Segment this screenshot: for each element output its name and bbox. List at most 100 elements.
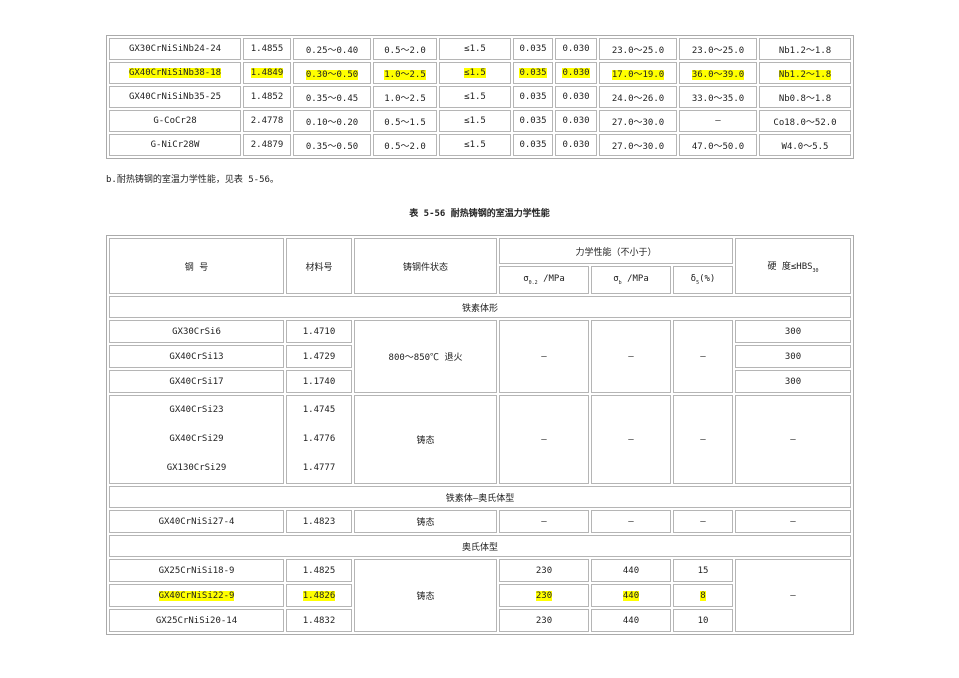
table-cell: GX30CrNiSiNb24-24 — [109, 38, 241, 60]
table-cell: 0.35～0.45 — [293, 86, 371, 108]
table-cell: 36.0～39.0 — [679, 62, 757, 84]
table-cell: 0.30～0.50 — [293, 62, 371, 84]
table-cell: GX40CrNiSiNb38-18 — [109, 62, 241, 84]
mechanical-properties-table: 钢 号 材料号 铸钢件状态 力学性能（不小于） 硬 度≤HBS30 σ0.2 /… — [106, 235, 854, 635]
section-austenitic: 奥氏体型 — [109, 535, 851, 557]
table-cell: 1.0～2.5 — [373, 62, 437, 84]
table-cell: 0.030 — [555, 134, 597, 156]
table-cell: 17.0～19.0 — [599, 62, 677, 84]
material: 1.4832 — [286, 609, 352, 632]
table-cell: 0.25～0.40 — [293, 38, 371, 60]
table-cell: ≤1.5 — [439, 110, 511, 132]
table-cell: 0.5～2.0 — [373, 38, 437, 60]
table-cell: ≤1.5 — [439, 38, 511, 60]
material: 1.4825 — [286, 559, 352, 582]
table-row: G-CoCr28 2.4778 0.10～0.20 0.5～1.5 ≤1.5 0.035 0… — [109, 110, 851, 132]
table-cell: ≤1.5 — [439, 86, 511, 108]
table-cell: 23.0～25.0 — [679, 38, 757, 60]
header-hardness: 硬 度≤HBS30 — [735, 238, 851, 294]
table-cell: 0.030 — [555, 110, 597, 132]
section-ferritic: 铁素体形 — [109, 296, 851, 318]
table-cell: Co18.0～52.0 — [759, 110, 851, 132]
hardness: 300 — [735, 345, 851, 368]
state: 铸态 — [354, 559, 497, 632]
sb: 440 — [591, 584, 671, 607]
table-cell: 24.0～26.0 — [599, 86, 677, 108]
table-cell: Nb0.8～1.8 — [759, 86, 851, 108]
table-cell: 0.035 — [513, 110, 553, 132]
d5: — — [673, 395, 733, 484]
grade: GX40CrNiSi27-4 — [109, 510, 284, 533]
grade: GX40CrSi13 — [109, 345, 284, 368]
s02: 230 — [499, 609, 589, 632]
sb: 440 — [591, 609, 671, 632]
table-cell: 23.0～25.0 — [599, 38, 677, 60]
table-row: GX30CrNiSiNb24-24 1.4855 0.25～0.40 0.5～2.0 ≤… — [109, 38, 851, 60]
header-grade: 钢 号 — [109, 238, 284, 294]
grade: GX40CrNiSi22-9 — [109, 584, 284, 607]
table-title: 表 5-56 耐热铸钢的室温力学性能 — [409, 209, 550, 219]
table-row: GX40CrNiSiNb35-25 1.4852 0.35～0.45 1.0～2.5 ≤… — [109, 86, 851, 108]
table-cell: 0.10～0.20 — [293, 110, 371, 132]
d5: — — [673, 320, 733, 393]
table-cell: 33.0～35.0 — [679, 86, 757, 108]
table-cell: G-CoCr28 — [109, 110, 241, 132]
table-cell: 2.4879 — [243, 134, 291, 156]
hardness: — — [735, 395, 851, 484]
material: 1.4729 — [286, 345, 352, 368]
table-cell: 0.035 — [513, 62, 553, 84]
sb: — — [591, 510, 671, 533]
header-s02: σ0.2 /MPa — [499, 266, 589, 294]
header-sb: σb /MPa — [591, 266, 671, 294]
table-cell: 47.0～50.0 — [679, 134, 757, 156]
table-cell: GX40CrNiSiNb35-25 — [109, 86, 241, 108]
section-duplex: 铁素体—奥氏体型 — [109, 486, 851, 508]
table-cell: 27.0～30.0 — [599, 110, 677, 132]
table-cell: W4.0～5.5 — [759, 134, 851, 156]
s02: — — [499, 510, 589, 533]
state: 铸态 — [354, 395, 497, 484]
sb: — — [591, 395, 671, 484]
table-cell: 27.0～30.0 — [599, 134, 677, 156]
table-cell: — — [679, 110, 757, 132]
state: 铸态 — [354, 510, 497, 533]
table-cell: G-NiCr28W — [109, 134, 241, 156]
s02: 230 — [499, 584, 589, 607]
sb: 440 — [591, 559, 671, 582]
table-cell: 1.0～2.5 — [373, 86, 437, 108]
table-cell: 0.035 — [513, 134, 553, 156]
state: 800～850℃ 退火 — [354, 320, 497, 393]
s02: — — [499, 320, 589, 393]
material: 1.4826 — [286, 584, 352, 607]
table-cell: 1.4852 — [243, 86, 291, 108]
d5: 15 — [673, 559, 733, 582]
header-material: 材料号 — [286, 238, 352, 294]
sb: — — [591, 320, 671, 393]
table-cell: 0.035 — [513, 38, 553, 60]
material: 1.4710 — [286, 320, 352, 343]
table-cell: 0.030 — [555, 38, 597, 60]
hardness: — — [735, 510, 851, 533]
hardness: — — [735, 559, 851, 632]
table-cell: Nb1.2～1.8 — [759, 38, 851, 60]
table-cell: ≤1.5 — [439, 62, 511, 84]
s02: — — [499, 395, 589, 484]
materials-group: 1.4745 1.4776 1.4777 — [286, 395, 352, 484]
table-cell: 1.4855 — [243, 38, 291, 60]
table-cell: 0.5～1.5 — [373, 110, 437, 132]
table-cell: 2.4778 — [243, 110, 291, 132]
material: 1.1740 — [286, 370, 352, 393]
table-cell: 0.030 — [555, 62, 597, 84]
table-cell: 0.5～2.0 — [373, 134, 437, 156]
header-d5: δ5(%) — [673, 266, 733, 294]
d5: 8 — [673, 584, 733, 607]
table-cell: Nb1.2～1.8 — [759, 62, 851, 84]
hardness: 300 — [735, 320, 851, 343]
header-state: 铸钢件状态 — [354, 238, 497, 294]
table-cell: 0.030 — [555, 86, 597, 108]
grade: GX25CrNiSi18-9 — [109, 559, 284, 582]
table-cell: ≤1.5 — [439, 134, 511, 156]
table-cell: 0.35～0.50 — [293, 134, 371, 156]
d5: 10 — [673, 609, 733, 632]
grades-group: GX40CrSi23 GX40CrSi29 GX130CrSi29 — [109, 395, 284, 484]
